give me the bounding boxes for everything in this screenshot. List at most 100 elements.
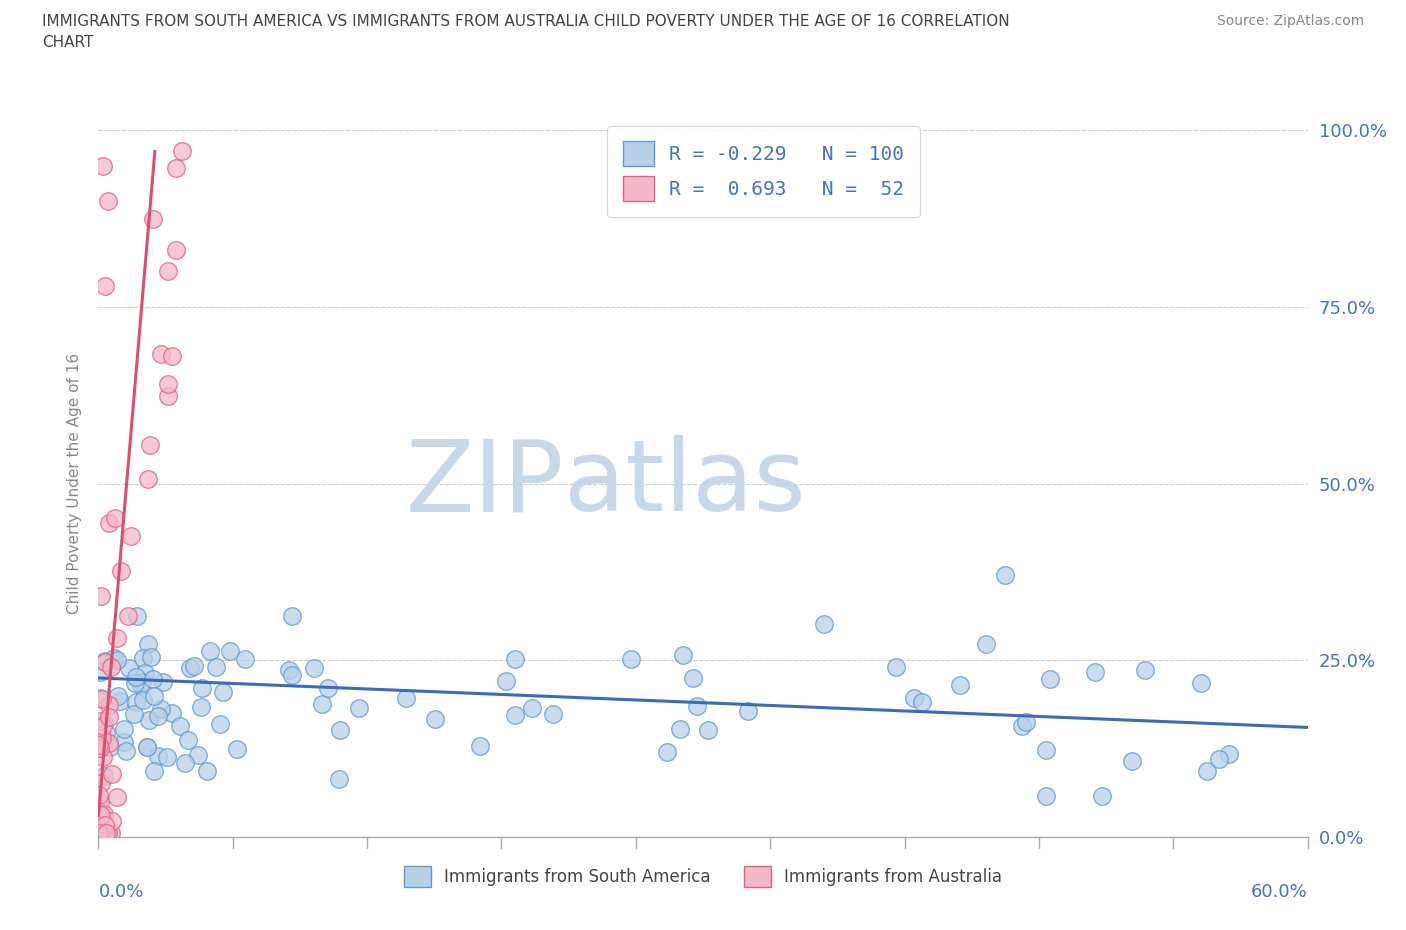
Point [131, 650, 153, 665]
Point [1015, 714, 1038, 729]
Point [1133, 663, 1156, 678]
Point [91, 826, 114, 841]
Point [468, 739, 491, 754]
Point [148, 708, 170, 723]
Text: CHART: CHART [42, 35, 94, 50]
Point [156, 263, 179, 278]
Point [183, 659, 205, 674]
Point [94, 826, 117, 841]
Point [117, 608, 139, 623]
Point [311, 697, 333, 711]
Point [103, 651, 125, 666]
Point [114, 743, 136, 758]
Point [1218, 747, 1240, 762]
Point [173, 755, 195, 770]
Point [98, 739, 121, 754]
Point [813, 617, 835, 631]
Point [135, 739, 157, 754]
Text: 60.0%: 60.0% [1251, 883, 1308, 901]
Point [1197, 764, 1219, 778]
Point [120, 528, 142, 543]
Point [94, 817, 117, 832]
Point [176, 732, 198, 747]
Point [172, 144, 194, 159]
Point [89, 665, 111, 680]
Point [495, 674, 517, 689]
Point [395, 690, 418, 705]
Point [90, 727, 112, 742]
Point [655, 745, 678, 760]
Point [139, 649, 162, 664]
Point [225, 742, 247, 757]
Point [94, 278, 117, 293]
Point [132, 692, 155, 707]
Point [329, 723, 352, 737]
Point [89, 737, 111, 751]
Point [90, 589, 112, 604]
Point [93, 768, 115, 783]
Point [101, 813, 124, 828]
Point [90, 776, 112, 790]
Point [503, 708, 526, 723]
Point [190, 699, 212, 714]
Point [91, 718, 114, 733]
Point [125, 608, 148, 623]
Point [89, 826, 111, 841]
Text: ZIP: ZIP [405, 435, 564, 532]
Point [90, 807, 112, 822]
Point [278, 662, 301, 677]
Point [686, 698, 709, 713]
Point [281, 608, 304, 623]
Point [98, 516, 121, 531]
Point [149, 702, 172, 717]
Point [136, 739, 159, 754]
Point [503, 651, 526, 666]
Point [302, 661, 325, 676]
Point [89, 737, 111, 752]
Point [93, 158, 115, 173]
Point [97, 735, 120, 750]
Point [423, 712, 446, 727]
Point [165, 243, 187, 258]
Point [541, 707, 564, 722]
Point [233, 651, 256, 666]
Point [93, 806, 115, 821]
Text: Source: ZipAtlas.com: Source: ZipAtlas.com [1216, 14, 1364, 28]
Point [1039, 671, 1062, 686]
Point [108, 694, 131, 709]
Point [89, 826, 111, 841]
Point [89, 794, 111, 809]
Point [89, 713, 111, 728]
Point [218, 644, 240, 658]
Point [672, 648, 695, 663]
Point [1189, 675, 1212, 690]
Point [169, 719, 191, 734]
Point [669, 722, 692, 737]
Legend: Immigrants from South America, Immigrants from Australia: Immigrants from South America, Immigrant… [395, 857, 1011, 896]
Point [162, 349, 184, 364]
Point [89, 740, 111, 755]
Point [125, 670, 148, 684]
Point [948, 678, 970, 693]
Point [696, 723, 718, 737]
Point [157, 377, 180, 392]
Point [212, 684, 235, 699]
Point [89, 826, 111, 841]
Point [209, 717, 232, 732]
Point [157, 389, 180, 404]
Point [165, 161, 187, 176]
Point [91, 750, 114, 764]
Point [105, 790, 128, 804]
Point [141, 212, 163, 227]
Point [100, 660, 122, 675]
Point [347, 701, 370, 716]
Y-axis label: Child Poverty Under the Age of 16: Child Poverty Under the Age of 16 [66, 353, 82, 614]
Point [124, 676, 146, 691]
Point [281, 667, 304, 682]
Point [98, 698, 121, 712]
Point [105, 653, 128, 668]
Point [118, 661, 141, 676]
Point [104, 511, 127, 525]
Point [205, 659, 228, 674]
Point [143, 688, 166, 703]
